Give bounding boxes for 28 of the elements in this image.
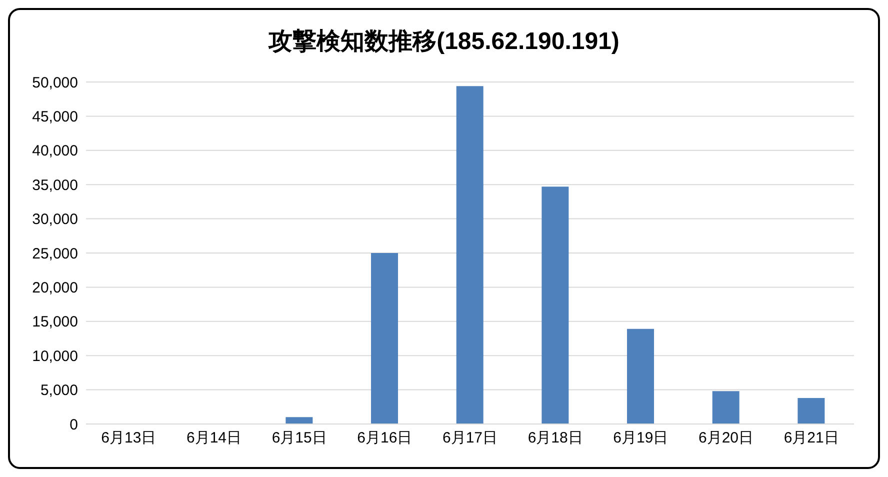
y-tick-label: 5,000 [40,382,78,400]
bar [456,86,484,424]
x-tick-label: 6月21日 [784,430,839,447]
y-tick-label: 45,000 [32,108,78,126]
chart-title: 攻撃検知数推移(185.62.190.191) [267,27,620,57]
x-tick-label: 6月16日 [357,430,412,447]
y-tick-label: 35,000 [32,176,78,194]
x-tick-label: 6月18日 [528,430,583,447]
y-tick-label: 15,000 [32,314,78,331]
y-tick-label: 30,000 [32,211,78,228]
y-tick-label: 20,000 [32,280,78,297]
bar [542,186,569,424]
y-tick-label: 40,000 [32,142,78,160]
y-tick-label: 0 [70,416,78,434]
bar [371,253,398,424]
bar [712,391,740,424]
x-tick-label: 6月20日 [698,430,754,447]
x-tick-label: 6月13日 [101,430,156,447]
x-tick-label: 6月19日 [613,430,668,447]
y-tick-label: 10,000 [32,348,78,365]
x-tick-label: 6月14日 [186,430,242,447]
y-tick-label: 25,000 [32,245,78,262]
y-tick-label: 50,000 [32,74,78,92]
x-tick-label: 6月17日 [442,430,498,447]
bar [286,417,313,424]
x-tick-label: 6月15日 [272,430,327,447]
bar [627,328,654,424]
bar [798,398,825,424]
